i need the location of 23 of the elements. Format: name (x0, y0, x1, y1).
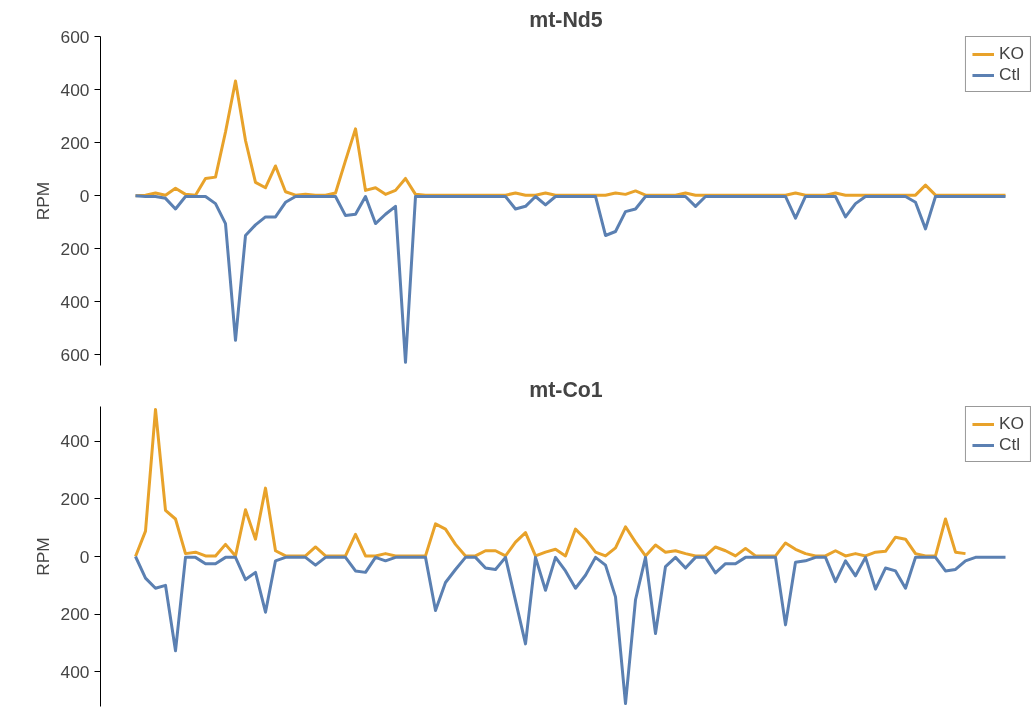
y-tick-label: 400 (60, 79, 90, 100)
y-tick-label: 200 (60, 488, 90, 509)
legend-label: Ctl (998, 434, 1021, 455)
y-axis-title: RPM (32, 537, 53, 576)
y-tick-label: 600 (60, 26, 90, 47)
chart-title: mt-Nd5 (529, 7, 603, 32)
y-tick-label: 600 (60, 344, 90, 365)
legend-label: KO (998, 43, 1024, 64)
y-tick-label: 400 (60, 291, 90, 312)
line-series (134, 407, 967, 558)
y-tick-label: 200 (60, 238, 90, 259)
y-tick-label: 200 (60, 132, 90, 153)
chart-title: mt-Co1 (529, 377, 603, 402)
y-tick-label: 400 (60, 431, 90, 452)
y-axis-title: RPM (32, 181, 53, 221)
y-tick-label: 0 (79, 546, 90, 567)
y-tick-label: 400 (60, 661, 90, 682)
y-tick-label: 200 (60, 604, 90, 625)
line-series (134, 555, 1007, 706)
legend-label: Ctl (998, 64, 1021, 85)
line-series (134, 194, 1007, 364)
y-tick-label: 0 (79, 185, 90, 206)
legend-label: KO (998, 413, 1024, 434)
